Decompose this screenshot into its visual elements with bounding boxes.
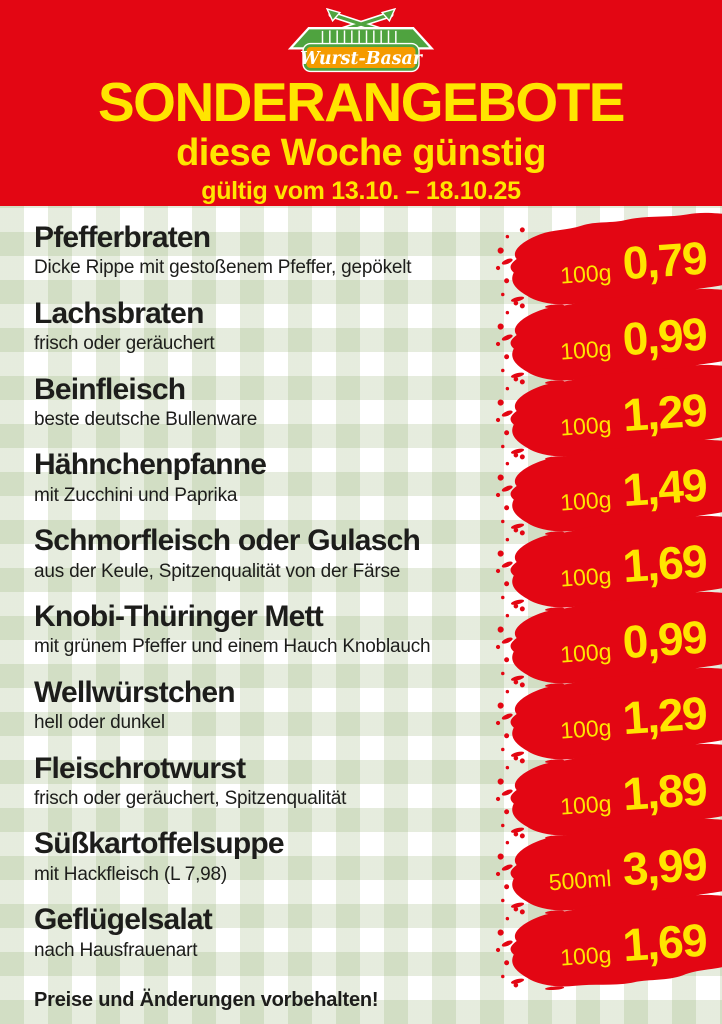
product-row: Beinfleisch beste deutsche Bullenware 10… — [34, 362, 722, 464]
product-name: Hähnchenpfanne — [34, 448, 267, 482]
validity-dates: gültig vom 13.10. – 18.10.25 — [201, 177, 521, 205]
product-row: Schmorfleisch oder Gulasch aus der Keule… — [34, 514, 722, 616]
product-name: Lachsbraten — [34, 296, 204, 330]
product-row: Fleischrotwurst frisch oder geräuchert, … — [34, 741, 722, 843]
product-name: Knobi-Thüringer Mett — [34, 599, 324, 633]
product-row: Lachsbraten frisch oder geräuchert 100g … — [34, 286, 722, 388]
header-banner: Wurst-Basar SONDERANGEBOTE diese Woche g… — [0, 0, 722, 206]
product-description: Dicke Rippe mit gestoßenem Pfeffer, gepö… — [34, 257, 412, 279]
product-description: frisch oder geräuchert — [34, 333, 215, 355]
product-name: Fleischrotwurst — [34, 751, 246, 785]
product-row: Hähnchenpfanne mit Zucchini und Paprika … — [34, 438, 722, 540]
footer-disclaimer: Preise und Änderungen vorbehalten! — [34, 989, 379, 1011]
page-subtitle: diese Woche günstig — [176, 132, 546, 174]
market-stall-logo: Wurst-Basar — [287, 8, 435, 73]
product-description: aus der Keule, Spitzenqualität von der F… — [34, 560, 401, 582]
product-row: Knobi-Thüringer Mett mit grünem Pfeffer … — [34, 589, 722, 691]
roof-slats-icon — [321, 30, 397, 44]
product-row: Geflügelsalat nach Hausfrauenart 100g 1,… — [34, 893, 722, 994]
product-description: mit Zucchini und Paprika — [34, 484, 238, 506]
product-name: Geflügelsalat — [34, 903, 213, 937]
product-name: Pfefferbraten — [34, 221, 211, 254]
page-title: SONDERANGEBOTE — [98, 71, 626, 133]
product-row: Pfefferbraten Dicke Rippe mit gestoßenem… — [34, 210, 722, 312]
product-description: mit Hackfleisch (L 7,98) — [34, 863, 228, 885]
sign-panel — [303, 44, 419, 71]
product-description: mit grünem Pfeffer und einem Hauch Knobl… — [34, 636, 431, 658]
product-description: beste deutsche Bullenware — [34, 408, 258, 430]
arrow-right-icon — [380, 8, 397, 23]
product-description: frisch oder geräuchert, Spitzenqualität — [34, 787, 347, 809]
product-name: Beinfleisch — [34, 372, 186, 406]
product-name: Schmorfleisch oder Gulasch — [34, 524, 421, 558]
product-name: Süßkartoffelsuppe — [34, 827, 285, 861]
arrow-left-icon — [325, 8, 342, 23]
product-row: Wellwürstchen hell oder dunkel 100g 1,29 — [34, 665, 722, 767]
product-description: hell oder dunkel — [34, 712, 165, 734]
brand-name: Wurst-Basar — [300, 49, 424, 69]
product-description: nach Hausfrauenart — [34, 939, 198, 961]
product-list: Pfefferbraten Dicke Rippe mit gestoßenem… — [0, 206, 722, 994]
product-name: Wellwürstchen — [34, 675, 236, 709]
product-row: Süßkartoffelsuppe mit Hackfleisch (L 7,9… — [34, 817, 722, 919]
